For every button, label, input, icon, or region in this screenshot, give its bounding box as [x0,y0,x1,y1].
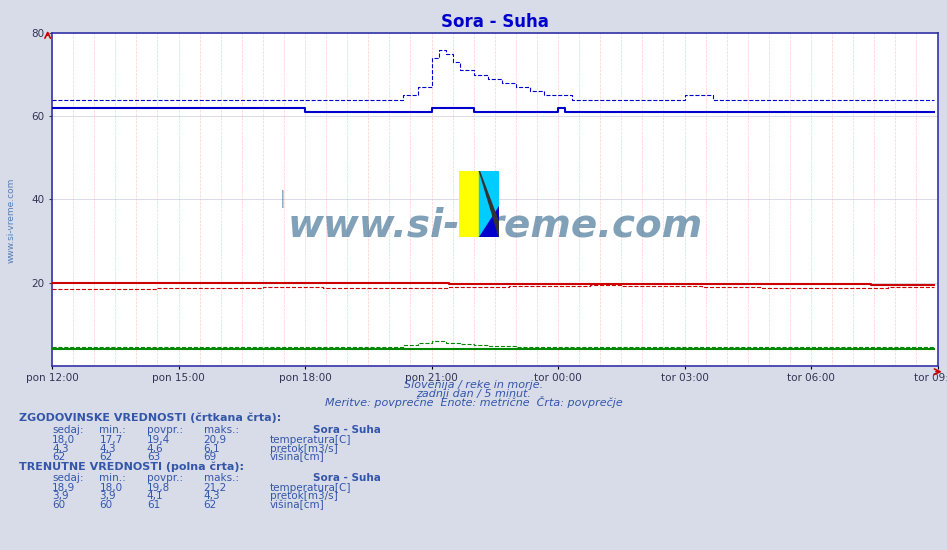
Text: 20,9: 20,9 [204,434,226,445]
Title: Sora - Suha: Sora - Suha [441,13,548,31]
Text: 60: 60 [52,500,65,510]
Text: 21,2: 21,2 [204,482,227,493]
Text: 4,3: 4,3 [204,491,221,502]
Text: 62: 62 [52,452,65,463]
Polygon shape [479,206,499,236]
Text: Slovenija / reke in morje.: Slovenija / reke in morje. [404,379,543,390]
Text: povpr.:: povpr.: [147,472,183,483]
Text: 62: 62 [204,500,217,510]
Text: 6,1: 6,1 [204,443,221,454]
Text: Sora - Suha: Sora - Suha [313,472,381,483]
Text: 18,9: 18,9 [52,482,76,493]
Text: maks.:: maks.: [204,472,239,483]
Text: min.:: min.: [99,472,126,483]
Text: 3,9: 3,9 [99,491,116,502]
Text: ZGODOVINSKE VREDNOSTI (črtkana črta):: ZGODOVINSKE VREDNOSTI (črtkana črta): [19,412,281,423]
Text: maks.:: maks.: [204,425,239,435]
Text: min.:: min.: [99,425,126,435]
Text: sedaj:: sedaj: [52,472,83,483]
Bar [459,170,479,236]
Text: pretok[m3/s]: pretok[m3/s] [270,443,338,454]
Text: sedaj:: sedaj: [52,425,83,435]
Text: 17,7: 17,7 [99,434,123,445]
Text: 4,3: 4,3 [99,443,116,454]
Text: pretok[m3/s]: pretok[m3/s] [270,491,338,502]
Text: 19,8: 19,8 [147,482,170,493]
Text: 60: 60 [99,500,113,510]
Text: 18,0: 18,0 [99,482,122,493]
Text: 18,0: 18,0 [52,434,75,445]
Text: 4,3: 4,3 [52,443,69,454]
Text: www.si-vreme.com: www.si-vreme.com [287,207,703,245]
Text: višina[cm]: višina[cm] [270,500,325,510]
Polygon shape [479,170,499,236]
Text: 69: 69 [204,452,217,463]
Text: www.si-vreme.com: www.si-vreme.com [7,177,16,263]
Bar [479,170,499,236]
Text: TRENUTNE VREDNOSTI (polna črta):: TRENUTNE VREDNOSTI (polna črta): [19,462,244,472]
Text: 4,6: 4,6 [147,443,164,454]
Text: povpr.:: povpr.: [147,425,183,435]
Text: 3,9: 3,9 [52,491,69,502]
Text: Meritve: povprečne  Enote: metrične  Črta: povprečje: Meritve: povprečne Enote: metrične Črta:… [325,397,622,409]
Text: 61: 61 [147,500,160,510]
Text: 4,1: 4,1 [147,491,164,502]
Text: temperatura[C]: temperatura[C] [270,434,351,445]
Text: zadnji dan / 5 minut.: zadnji dan / 5 minut. [416,389,531,399]
Text: 63: 63 [147,452,160,463]
Text: višina[cm]: višina[cm] [270,452,325,463]
Text: 19,4: 19,4 [147,434,170,445]
Text: Sora - Suha: Sora - Suha [313,425,381,435]
Text: temperatura[C]: temperatura[C] [270,482,351,493]
Text: 62: 62 [99,452,113,463]
Text: |: | [279,190,285,208]
